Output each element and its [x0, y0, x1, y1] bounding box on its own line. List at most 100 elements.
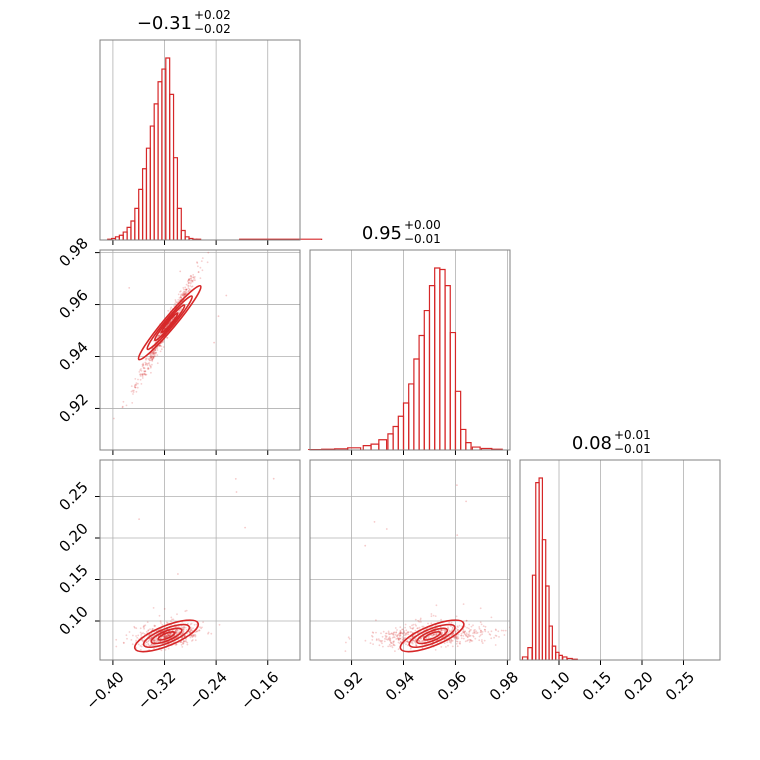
scatter-point: [136, 386, 139, 389]
histogram-bin: [392, 425, 399, 450]
scatter-point: [148, 364, 151, 366]
scatter-point: [185, 288, 188, 291]
scatter-point: [463, 633, 466, 635]
scatter-point: [457, 633, 460, 636]
panel-frame: [309, 459, 511, 661]
scatter-point: [179, 291, 181, 293]
scatter-point: [455, 642, 458, 645]
scatter-point: [387, 630, 390, 633]
scatter-point: [152, 340, 155, 342]
scatter-point: [443, 642, 446, 645]
scatter-point: [386, 638, 389, 641]
histogram-bin: [444, 285, 451, 450]
scatter-point: [139, 373, 142, 375]
scatter-point: [406, 631, 409, 634]
panel-frame: [99, 39, 301, 241]
scatter-point: [153, 647, 155, 650]
scatter-point: [159, 331, 162, 334]
scatter-point: [192, 276, 195, 279]
scatter-point: [130, 639, 133, 641]
scatter-point: [146, 641, 148, 644]
scatter-point: [468, 635, 471, 637]
scatter-point: [167, 634, 170, 637]
scatter-point: [183, 292, 186, 295]
scatter-point: [142, 632, 145, 634]
scatter-point: [392, 631, 395, 634]
scatter-point: [182, 631, 185, 634]
scatter-point: [169, 308, 172, 310]
scatter-point: [163, 635, 166, 638]
scatter-point: [469, 629, 471, 632]
scatter-point: [470, 640, 473, 642]
scatter-point: [142, 372, 145, 375]
scatter-point: [132, 393, 134, 395]
scatter-point: [141, 375, 144, 378]
scatter-point: [195, 630, 198, 633]
scatter-point: [174, 302, 176, 305]
panel-2-1: [309, 459, 511, 665]
scatter-point: [403, 630, 405, 632]
scatter-point: [167, 634, 170, 636]
scatter-point: [132, 391, 135, 393]
scatter-point: [436, 633, 438, 636]
scatter-point: [192, 274, 195, 276]
scatter-point: [151, 360, 154, 362]
scatter-point: [371, 639, 374, 641]
scatter-point: [394, 627, 397, 629]
scatter-point: [418, 626, 421, 629]
scatter-point: [207, 631, 210, 634]
density-contour: [133, 619, 200, 653]
scatter-point: [170, 306, 173, 309]
scatter-point: [152, 607, 155, 609]
scatter-point: [183, 640, 185, 643]
scatter-point: [447, 644, 449, 647]
scatter-point: [155, 641, 158, 643]
x-tick-label: −0.16: [237, 668, 282, 713]
histogram-bin: [397, 415, 405, 450]
scatter-point: [149, 628, 151, 631]
scatter-point: [396, 637, 399, 640]
scatter-point: [189, 282, 192, 285]
scatter-point: [189, 275, 192, 278]
scatter-point: [206, 261, 209, 264]
scatter-point: [400, 641, 402, 644]
scatter-point: [418, 640, 420, 643]
scatter-point: [130, 385, 133, 387]
scatter-point: [382, 630, 385, 633]
scatter-point: [401, 639, 404, 642]
scatter-point: [434, 633, 436, 636]
scatter-point: [115, 638, 118, 641]
scatter-point: [419, 630, 422, 633]
scatter-point: [392, 644, 395, 646]
scatter-point: [153, 351, 156, 353]
scatter-point: [160, 649, 163, 652]
scatter-point: [142, 362, 145, 365]
scatter-point: [389, 633, 391, 636]
scatter-point: [190, 629, 193, 632]
scatter-point: [391, 642, 393, 645]
scatter-point: [154, 354, 156, 357]
x-tick-label: 0.20: [620, 668, 656, 704]
scatter-point: [201, 269, 204, 272]
scatter-point: [189, 628, 192, 631]
scatter-point: [156, 336, 159, 339]
scatter-point: [140, 634, 143, 636]
scatter-point: [183, 293, 186, 296]
scatter-point: [184, 290, 187, 293]
scatter-point: [166, 622, 169, 625]
scatter-point: [430, 613, 433, 615]
scatter-point: [470, 639, 472, 642]
scatter-point: [459, 642, 461, 645]
scatter-point: [451, 639, 454, 642]
scatter-point: [448, 621, 451, 624]
scatter-point: [371, 635, 374, 638]
x-tick-label: 0.94: [382, 668, 418, 704]
histogram-bin: [180, 229, 186, 240]
x-tick-label: 0.25: [662, 668, 698, 704]
scatter-point: [409, 625, 411, 628]
scatter-point: [475, 630, 478, 633]
scatter-point: [456, 635, 459, 638]
scatter-point: [456, 484, 458, 486]
scatter-point: [182, 287, 185, 289]
scatter-point: [152, 355, 154, 358]
